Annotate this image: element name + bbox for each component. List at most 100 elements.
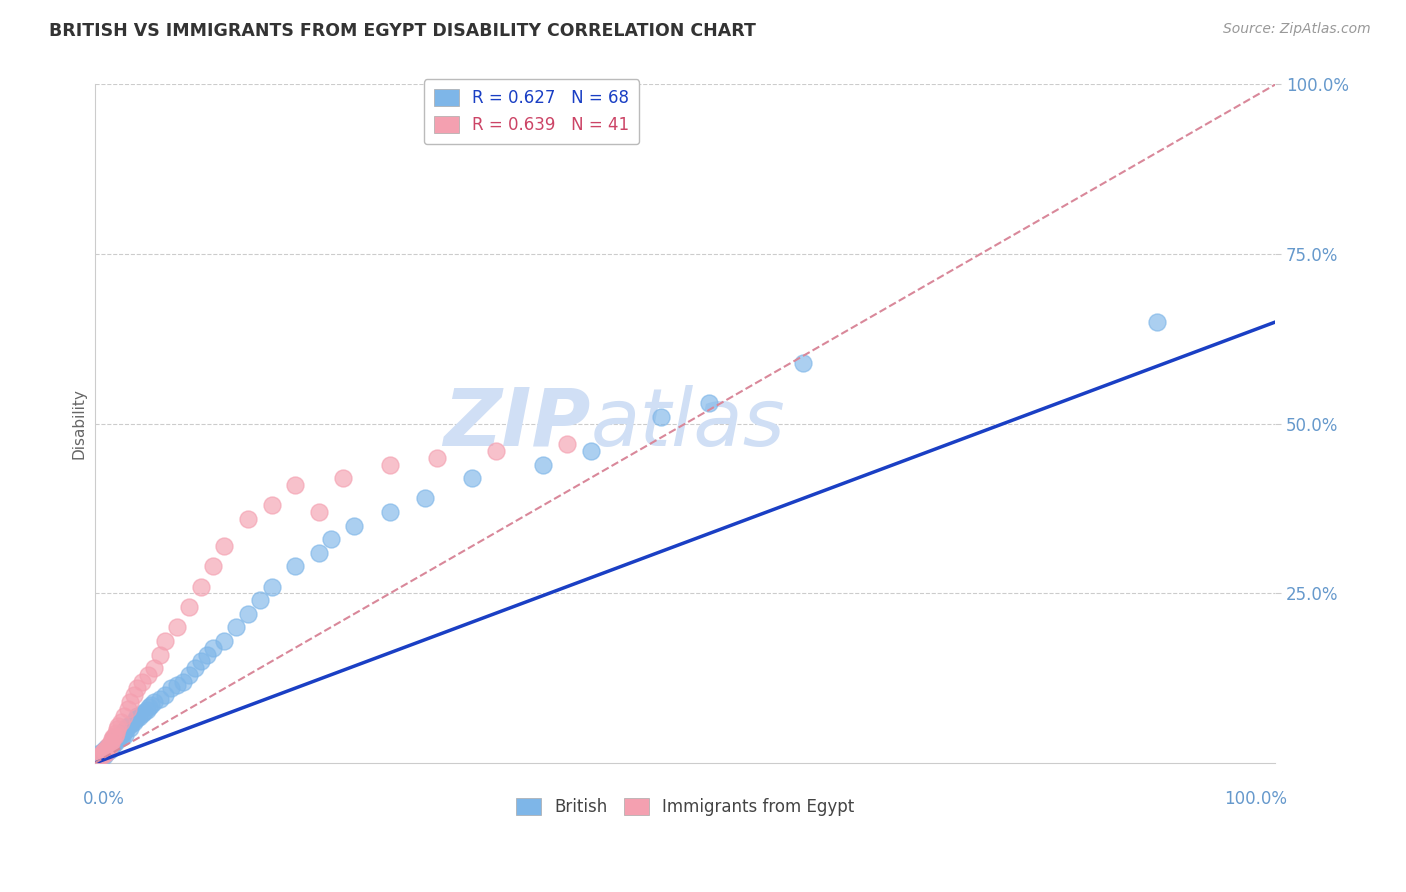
Point xyxy=(101,732,124,747)
Point xyxy=(650,409,672,424)
Point xyxy=(89,749,111,764)
Point xyxy=(249,593,271,607)
Point xyxy=(378,505,401,519)
Point xyxy=(111,725,134,739)
Point xyxy=(148,691,170,706)
Point xyxy=(214,539,236,553)
Point xyxy=(104,725,127,739)
Point xyxy=(531,458,554,472)
Point xyxy=(112,723,135,738)
Point xyxy=(114,728,136,742)
Point xyxy=(142,695,165,709)
Point xyxy=(413,491,436,506)
Point xyxy=(201,640,224,655)
Point xyxy=(284,478,307,492)
Point xyxy=(96,746,118,760)
Point xyxy=(104,736,127,750)
Point xyxy=(125,708,148,723)
Point xyxy=(155,688,177,702)
Point xyxy=(160,681,183,696)
Text: BRITISH VS IMMIGRANTS FROM EGYPT DISABILITY CORRELATION CHART: BRITISH VS IMMIGRANTS FROM EGYPT DISABIL… xyxy=(49,22,756,40)
Point xyxy=(184,661,207,675)
Point xyxy=(166,620,188,634)
Point xyxy=(141,698,163,713)
Point xyxy=(125,681,148,696)
Point xyxy=(89,749,111,764)
Point xyxy=(94,742,117,756)
Point xyxy=(93,749,115,764)
Point xyxy=(103,732,125,747)
Point xyxy=(118,695,141,709)
Y-axis label: Disability: Disability xyxy=(72,388,86,459)
Point xyxy=(105,731,128,745)
Point xyxy=(177,600,200,615)
Point xyxy=(110,715,132,730)
Point xyxy=(225,620,247,634)
Point xyxy=(308,546,330,560)
Point xyxy=(155,634,177,648)
Point xyxy=(101,739,124,754)
Text: 100.0%: 100.0% xyxy=(1225,790,1288,808)
Point xyxy=(792,356,814,370)
Point xyxy=(120,716,142,731)
Point xyxy=(201,559,224,574)
Point xyxy=(177,668,200,682)
Point xyxy=(128,710,150,724)
Point xyxy=(101,736,124,750)
Point xyxy=(697,396,720,410)
Point xyxy=(190,580,212,594)
Point xyxy=(461,471,484,485)
Point xyxy=(378,458,401,472)
Point xyxy=(112,708,135,723)
Point xyxy=(98,737,121,751)
Point xyxy=(426,450,449,465)
Point xyxy=(108,729,131,743)
Point xyxy=(136,668,159,682)
Point xyxy=(195,648,218,662)
Point xyxy=(115,722,138,736)
Point xyxy=(97,739,120,754)
Point xyxy=(107,732,129,747)
Point xyxy=(90,747,112,762)
Point xyxy=(131,707,153,722)
Point xyxy=(90,746,112,760)
Point xyxy=(94,742,117,756)
Point xyxy=(172,674,194,689)
Point xyxy=(332,471,354,485)
Point xyxy=(122,688,145,702)
Point xyxy=(89,746,111,760)
Point xyxy=(134,705,156,719)
Point xyxy=(260,498,283,512)
Point xyxy=(148,648,170,662)
Point xyxy=(91,744,114,758)
Point xyxy=(110,728,132,742)
Point xyxy=(236,512,259,526)
Point xyxy=(555,437,578,451)
Point xyxy=(319,532,342,546)
Point xyxy=(97,741,120,756)
Point xyxy=(135,703,157,717)
Point xyxy=(93,744,115,758)
Point xyxy=(104,729,127,743)
Point xyxy=(485,444,508,458)
Point xyxy=(236,607,259,621)
Point xyxy=(96,746,118,760)
Point xyxy=(97,739,120,754)
Point xyxy=(125,712,148,726)
Point xyxy=(97,744,120,758)
Point xyxy=(1146,315,1168,329)
Text: Source: ZipAtlas.com: Source: ZipAtlas.com xyxy=(1223,22,1371,37)
Point xyxy=(122,715,145,730)
Point xyxy=(118,721,141,735)
Point xyxy=(579,444,602,458)
Point xyxy=(96,741,118,756)
Point xyxy=(138,700,160,714)
Point xyxy=(98,742,121,756)
Point xyxy=(260,580,283,594)
Point xyxy=(103,731,125,745)
Point xyxy=(104,734,127,748)
Point xyxy=(308,505,330,519)
Point xyxy=(190,654,212,668)
Point xyxy=(214,634,236,648)
Point xyxy=(111,731,134,745)
